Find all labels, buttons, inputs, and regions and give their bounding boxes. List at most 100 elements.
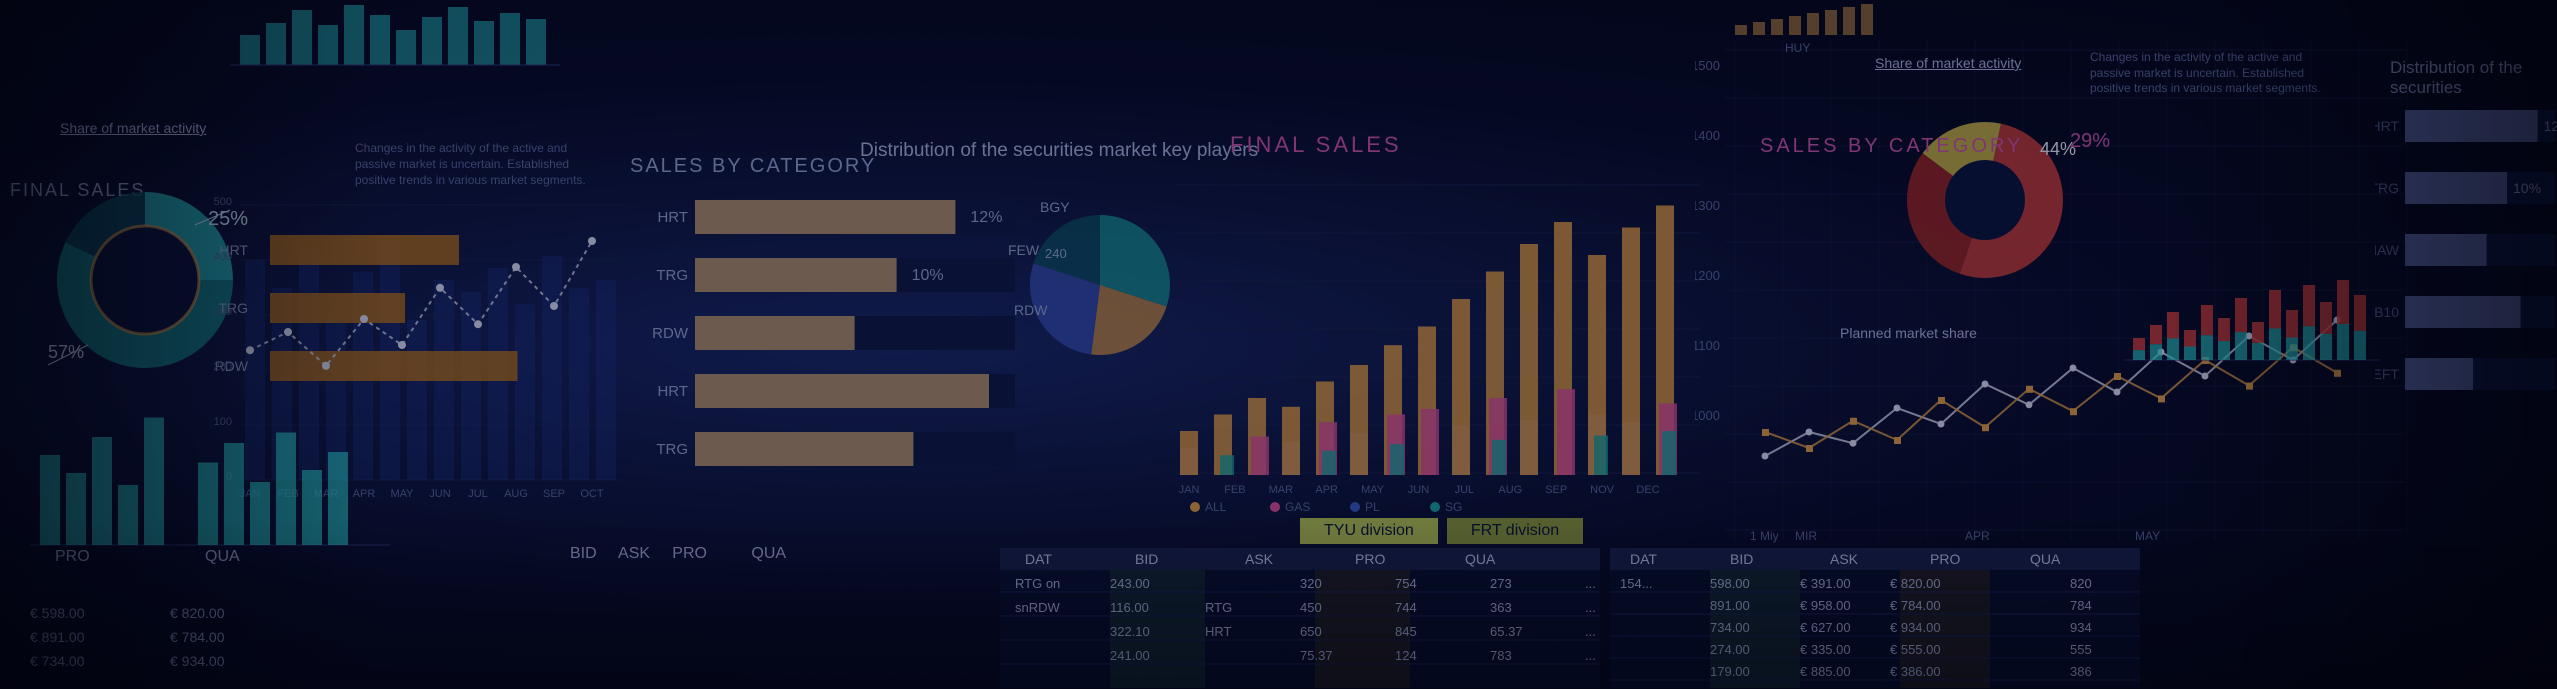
svg-text:1100: 1100 — [1695, 338, 1720, 353]
svg-text:300: 300 — [214, 306, 232, 318]
svg-text:320: 320 — [1300, 576, 1322, 591]
svg-text:...: ... — [1585, 576, 1596, 591]
far-right-dist-title: Distribution of the securities — [2390, 58, 2557, 98]
distribution-bars: HRT12%TRG10%RDWHRTTRG — [640, 180, 1040, 500]
svg-text:SEP: SEP — [543, 488, 565, 500]
svg-text:JUN: JUN — [429, 488, 450, 500]
svg-text:€ 934.00: € 934.00 — [170, 653, 225, 669]
svg-text:784: 784 — [2070, 598, 2092, 613]
svg-text:1500: 1500 — [1695, 58, 1720, 73]
svg-text:10%: 10% — [2513, 180, 2541, 196]
svg-text:PL: PL — [1365, 500, 1380, 514]
svg-text:OCT: OCT — [580, 488, 604, 500]
sales-cat-2-pct: 29% — [2070, 130, 2110, 153]
svg-text:HRT: HRT — [657, 209, 688, 226]
svg-text:BGY: BGY — [1040, 199, 1070, 215]
svg-text:820: 820 — [2070, 576, 2092, 591]
svg-text:934: 934 — [2070, 620, 2092, 635]
cyan-grouped-bars — [20, 400, 400, 620]
svg-text:65.37: 65.37 — [1490, 624, 1523, 639]
bottom-left-table: € 598.00€ 820.00€ 891.00€ 784.00€ 734.00… — [20, 600, 420, 689]
svg-text:363: 363 — [1490, 600, 1512, 615]
svg-text:274.00: 274.00 — [1710, 642, 1750, 657]
svg-text:1 Miy: 1 Miy — [1750, 529, 1779, 543]
svg-text:400: 400 — [214, 251, 232, 263]
market-activity-panel: Share of market activity — [60, 120, 480, 136]
col-pro: PRO — [672, 545, 707, 562]
svg-text:€ 627.00: € 627.00 — [1800, 620, 1851, 635]
svg-text:650: 650 — [1300, 624, 1322, 639]
tab-frt[interactable]: FRT division — [1447, 518, 1583, 544]
svg-text:555: 555 — [2070, 642, 2092, 657]
svg-text:€ 386.00: € 386.00 — [1890, 664, 1941, 679]
svg-text:€ 784.00: € 784.00 — [170, 629, 225, 645]
svg-text:HRT: HRT — [2375, 118, 2399, 134]
svg-text:DAT: DAT — [1025, 551, 1052, 567]
svg-text:ASK: ASK — [1245, 551, 1274, 567]
svg-text:RTG on: RTG on — [1015, 576, 1060, 591]
svg-text:450: 450 — [1300, 600, 1322, 615]
svg-text:BID: BID — [1135, 551, 1158, 567]
svg-text:AUG: AUG — [504, 488, 528, 500]
svg-text:273: 273 — [1490, 576, 1512, 591]
svg-text:JAN: JAN — [1179, 484, 1200, 496]
sales-by-category-title: Sales by Category — [630, 155, 876, 178]
svg-text:HUY: HUY — [1785, 41, 1810, 55]
svg-text:12%: 12% — [2544, 118, 2557, 134]
svg-text:DAT: DAT — [1630, 551, 1657, 567]
svg-text:RDW: RDW — [652, 325, 689, 342]
svg-text:GAS: GAS — [1285, 500, 1310, 514]
svg-text:APR: APR — [1965, 529, 1990, 543]
svg-text:ALL: ALL — [1205, 500, 1227, 514]
sales-by-category-2-title: Sales by Category — [1760, 135, 2023, 158]
svg-text:75.37: 75.37 — [1300, 648, 1333, 663]
svg-text:PRO: PRO — [1355, 551, 1385, 567]
svg-text:1200: 1200 — [1695, 268, 1720, 283]
bid-header-mid: BID ASK PRO QUA — [570, 545, 786, 563]
svg-text:...: ... — [1585, 600, 1596, 615]
mini-red-teal-bars — [2125, 265, 2385, 375]
svg-text:MIR: MIR — [1795, 529, 1817, 543]
svg-text:JUN: JUN — [1408, 484, 1429, 496]
svg-text:MAR: MAR — [1269, 484, 1294, 496]
svg-text:...: ... — [1585, 648, 1596, 663]
svg-text:AUG: AUG — [1498, 484, 1522, 496]
svg-text:TRG: TRG — [656, 441, 688, 458]
pro-label-1: PRO — [55, 548, 90, 566]
svg-text:1000: 1000 — [1695, 408, 1720, 423]
svg-text:€ 885.00: € 885.00 — [1800, 664, 1851, 679]
svg-text:JUL: JUL — [1455, 484, 1475, 496]
svg-text:124: 124 — [1395, 648, 1417, 663]
svg-text:TRG: TRG — [2375, 180, 2399, 196]
svg-text:€ 820.00: € 820.00 — [170, 605, 225, 621]
svg-text:200: 200 — [214, 361, 232, 373]
svg-text:€ 555.00: € 555.00 — [1890, 642, 1941, 657]
svg-text:€ 958.00: € 958.00 — [1800, 598, 1851, 613]
svg-text:SG: SG — [1445, 500, 1462, 514]
svg-text:MAY: MAY — [2135, 529, 2160, 543]
svg-text:891.00: 891.00 — [1710, 598, 1750, 613]
market-activity-title: Share of market activity — [60, 120, 480, 136]
svg-text:€ 598.00: € 598.00 — [30, 605, 85, 621]
svg-text:MAY: MAY — [1361, 484, 1385, 496]
svg-text:NOV: NOV — [1590, 484, 1615, 496]
svg-text:322.10: 322.10 — [1110, 624, 1150, 639]
svg-text:241.00: 241.00 — [1110, 648, 1150, 663]
svg-text:FEW: FEW — [1008, 242, 1040, 258]
svg-text:1400: 1400 — [1695, 128, 1720, 143]
svg-text:€ 734.00: € 734.00 — [30, 653, 85, 669]
svg-text:RDW: RDW — [1014, 302, 1048, 318]
market-activity-2-title: Share of market activity — [1875, 55, 2021, 71]
main-bar-chart: JANFEBMARAPRMAYJUNJULAUGSEPNOVDECALLGASP… — [1155, 145, 1715, 515]
svg-text:HRT: HRT — [657, 383, 688, 400]
col-ask: ASK — [618, 545, 650, 562]
far-right-bars: HRT12%TRG10%NAWB10EFT — [2375, 95, 2557, 475]
qua-label-1: QUA — [205, 548, 240, 566]
tab-tyu[interactable]: TYU division — [1300, 518, 1438, 544]
svg-text:386: 386 — [2070, 664, 2092, 679]
svg-text:JUL: JUL — [468, 488, 488, 500]
svg-text:FEB: FEB — [1224, 484, 1245, 496]
svg-text:116.00: 116.00 — [1110, 600, 1149, 615]
svg-text:snRDW: snRDW — [1015, 600, 1061, 615]
svg-text:SEP: SEP — [1545, 484, 1567, 496]
